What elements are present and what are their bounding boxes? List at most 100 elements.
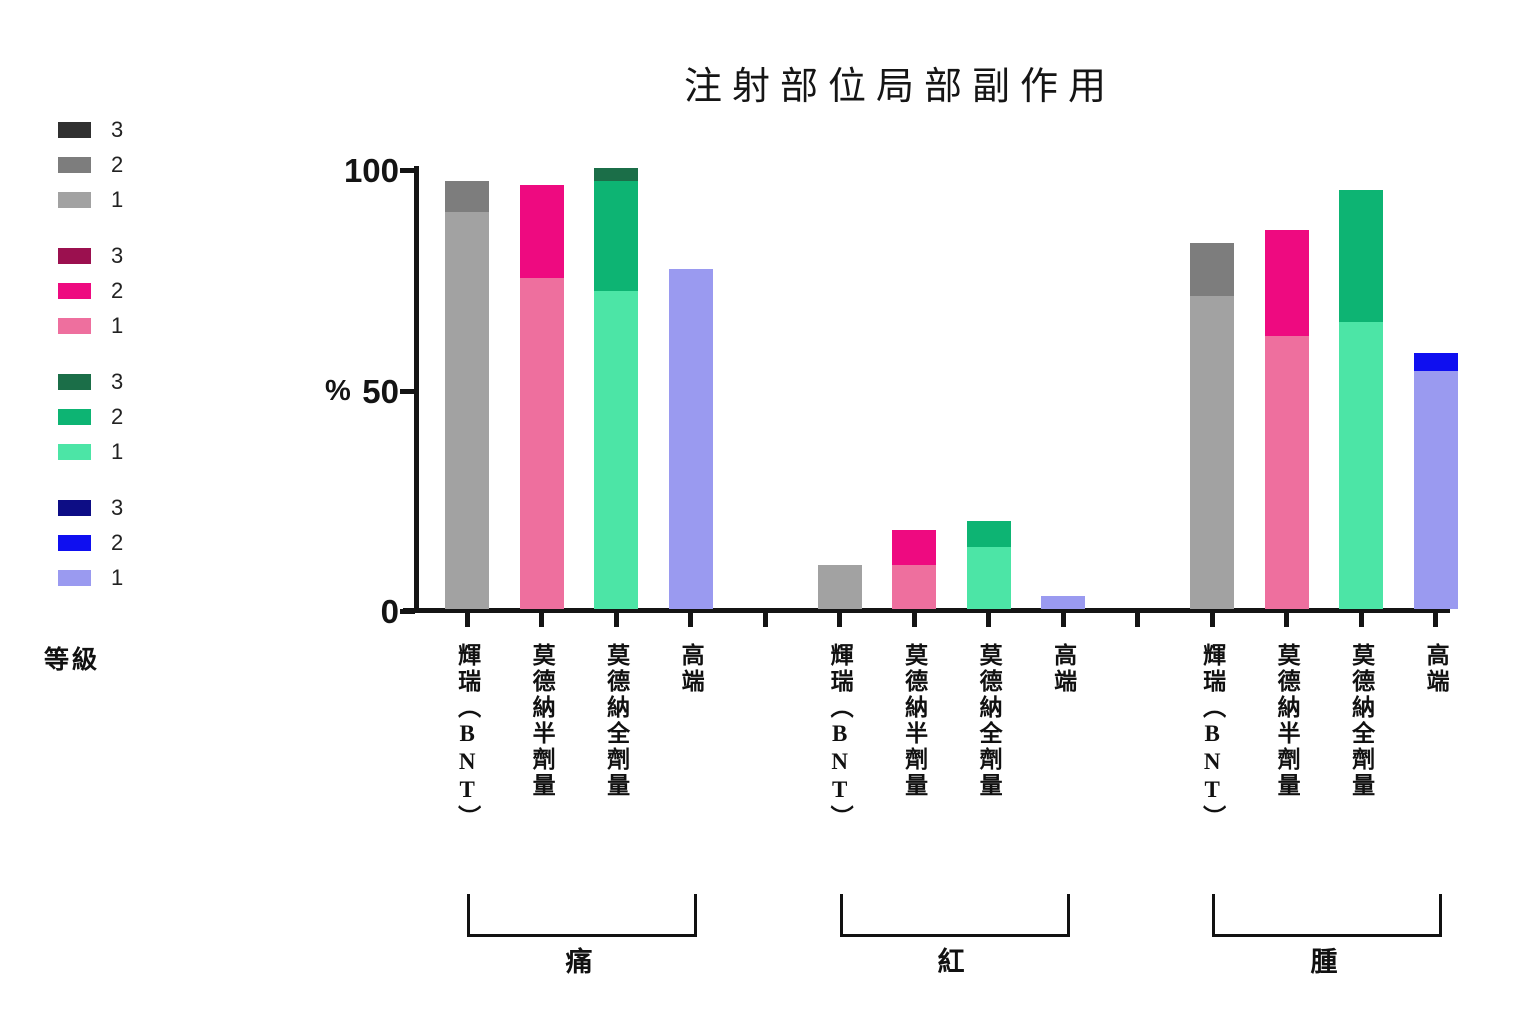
x-axis-tick — [1135, 613, 1140, 627]
x-axis-tick — [763, 613, 768, 627]
legend-color-swatch — [58, 499, 91, 516]
bar-segment-grade-2 — [594, 181, 638, 291]
legend-grade-label: 2 — [111, 529, 124, 555]
x-axis-tick — [688, 613, 693, 627]
bar-segment-grade-1 — [967, 547, 1011, 609]
legend-color-swatch — [58, 408, 91, 425]
group-label: 痛 — [565, 947, 593, 977]
legend-grade-label: 1 — [111, 438, 124, 464]
bar-label: 莫德納半劑量 — [529, 643, 555, 799]
x-axis-tick — [1210, 613, 1215, 627]
bar-label: 莫德納全劑量 — [1348, 643, 1374, 799]
chart-title: 注射部位局部副作用 — [683, 66, 1116, 108]
y-tick-label: 50 — [362, 372, 399, 410]
legend-grade-label: 2 — [111, 151, 124, 177]
legend-row: 3 — [58, 112, 123, 147]
legend-row: 3 — [58, 490, 123, 525]
group-label: 紅 — [937, 947, 965, 977]
bar-segment-grade-1 — [1041, 596, 1085, 609]
legend-row: 1 — [58, 560, 123, 595]
legend-grade-label: 3 — [111, 368, 124, 394]
bar-segment-grade-1 — [1339, 322, 1383, 609]
legend-grade-label: 2 — [111, 277, 124, 303]
legend-row: 2 — [58, 147, 123, 182]
y-tick-label: 0 — [380, 593, 399, 630]
legend-color-swatch — [58, 373, 91, 390]
x-axis-tick — [837, 613, 842, 627]
legend-grade-label: 3 — [111, 494, 124, 520]
bar-label: 莫德納半劑量 — [1274, 643, 1300, 799]
group-bracket — [1212, 894, 1442, 937]
bar-segment-grade-1 — [818, 565, 862, 609]
x-axis-tick — [1284, 613, 1289, 627]
legend-row: 1 — [58, 182, 123, 217]
y-axis-line — [414, 166, 419, 613]
legend-grade-label: 1 — [111, 564, 124, 590]
bar-segment-grade-1 — [445, 212, 489, 609]
x-axis-tick — [1433, 613, 1438, 627]
legend-row: 2 — [58, 525, 123, 560]
legend-row: 2 — [58, 399, 123, 434]
x-axis-tick — [1061, 613, 1066, 627]
bar-segment-grade-1 — [594, 291, 638, 609]
group-label: 腫 — [1310, 947, 1338, 977]
bar-segment-grade-1 — [669, 269, 713, 609]
x-axis-tick — [465, 613, 470, 627]
group-bracket — [840, 894, 1070, 937]
bar-label: 莫德納全劑量 — [976, 643, 1002, 799]
bar-label: 輝瑞︵BNT︶ — [827, 643, 853, 831]
legend-color-swatch — [58, 191, 91, 208]
legend-color-swatch — [58, 534, 91, 551]
bar-segment-grade-1 — [1265, 336, 1309, 609]
legend-color-swatch — [58, 569, 91, 586]
x-axis-tick — [986, 613, 991, 627]
legend-grade-label: 3 — [111, 116, 124, 142]
bar-segment-grade-2 — [967, 521, 1011, 547]
legend-row: 3 — [58, 364, 123, 399]
y-axis-tick — [400, 388, 415, 394]
legend-grade-label: 1 — [111, 186, 124, 212]
group-bracket — [467, 894, 697, 937]
bar-segment-grade-2 — [445, 181, 489, 212]
legend-color-swatch — [58, 317, 91, 334]
bar-segment-grade-1 — [1414, 371, 1458, 609]
bar-label: 輝瑞︵BNT︶ — [454, 643, 480, 831]
legend-grade-label: 2 — [111, 403, 124, 429]
bar-segment-grade-3 — [594, 168, 638, 181]
bar-label: 莫德納全劑量 — [603, 643, 629, 799]
legend-title: 等級 — [44, 647, 101, 674]
x-axis-tick — [912, 613, 917, 627]
x-axis-line — [403, 608, 1450, 613]
x-axis-tick — [539, 613, 544, 627]
x-axis-tick — [614, 613, 619, 627]
bar-segment-grade-1 — [892, 565, 936, 609]
bar-segment-grade-2 — [892, 530, 936, 565]
legend-color-swatch — [58, 282, 91, 299]
legend-color-swatch — [58, 156, 91, 173]
bar-segment-grade-2 — [520, 185, 564, 278]
y-axis-tick — [400, 168, 415, 173]
bar-label: 高端 — [1423, 643, 1449, 695]
bar-label: 輝瑞︵BNT︶ — [1199, 643, 1225, 831]
legend-color-swatch — [58, 443, 91, 460]
x-axis-tick — [1359, 613, 1364, 627]
legend-color-swatch — [58, 121, 91, 138]
bar-label: 莫德納半劑量 — [901, 643, 927, 799]
legend-grade-label: 3 — [111, 242, 124, 268]
legend-color-swatch — [58, 247, 91, 264]
bar-segment-grade-2 — [1265, 230, 1309, 336]
legend-row: 1 — [58, 308, 123, 343]
bar-segment-grade-2 — [1339, 190, 1383, 322]
bar-segment-grade-2 — [1190, 243, 1234, 296]
bar-segment-grade-2 — [1414, 353, 1458, 371]
legend-row: 3 — [58, 238, 123, 273]
bar-label: 高端 — [1050, 643, 1076, 695]
y-tick-label: 100 — [343, 152, 399, 189]
legend-row: 1 — [58, 434, 123, 469]
bar-segment-grade-1 — [520, 278, 564, 609]
y-axis-unit-label: % — [325, 374, 351, 407]
legend-grade-label: 1 — [111, 312, 124, 338]
bar-label: 高端 — [678, 643, 704, 695]
legend-row: 2 — [58, 273, 123, 308]
